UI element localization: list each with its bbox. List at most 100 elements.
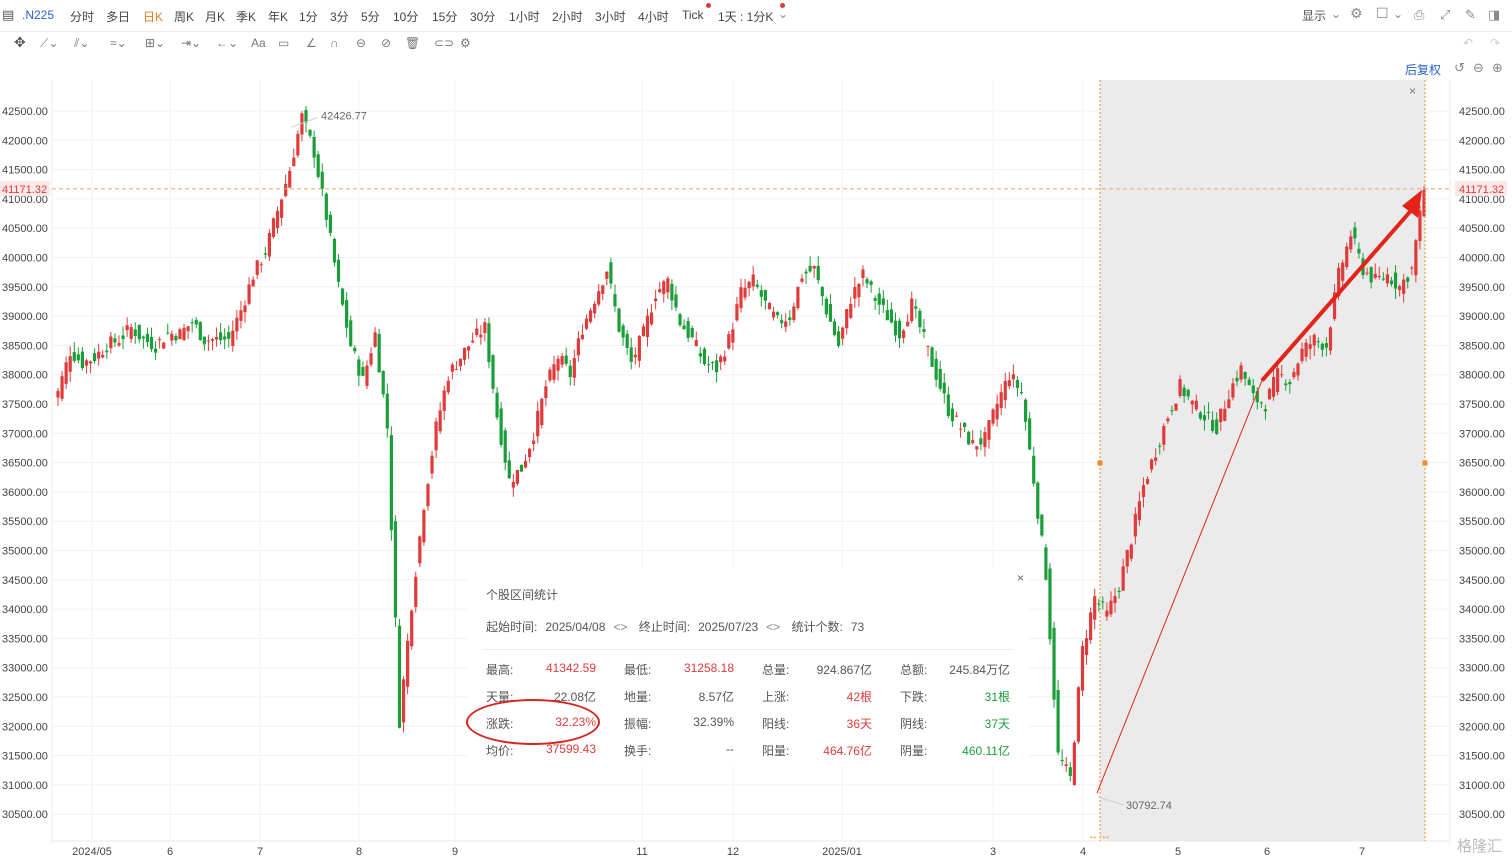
candle-body (1076, 687, 1081, 742)
candle-body (727, 334, 731, 349)
fib-tool-icon[interactable]: ⊞⌄ (145, 36, 166, 50)
period-tab[interactable]: 年K (268, 10, 289, 24)
link-icon[interactable]: ⊂⊃ (434, 36, 455, 50)
line-tool-icon[interactable]: ⟋⌄ (40, 36, 59, 50)
chevron-down-icon[interactable]: ⌄ (1393, 7, 1404, 21)
period-tab[interactable]: 1小时 (509, 10, 540, 24)
chevron-down-icon[interactable]: ⌄ (1331, 7, 1342, 21)
candle-body (609, 262, 613, 284)
period-tab[interactable]: 3小时 (595, 10, 626, 24)
comment-icon[interactable]: ▭ (278, 36, 290, 50)
zoom-out-icon[interactable]: ⊖ (1473, 60, 1484, 75)
trash-icon[interactable]: 🗑 (405, 36, 421, 50)
stat-label: 阳线: (762, 717, 790, 731)
candle-body (259, 264, 263, 266)
reset-icon[interactable]: ↺ (1454, 60, 1465, 75)
period-tab[interactable]: Tick (682, 8, 704, 22)
candle-body (702, 348, 707, 365)
angle-icon[interactable]: ∠ (306, 36, 317, 50)
candle-body (621, 325, 625, 338)
fullscreen-icon[interactable]: ⤢ (1440, 7, 1451, 22)
candle-body (995, 403, 999, 420)
period-tab[interactable]: 多日 (106, 10, 131, 24)
candle-body (751, 274, 755, 287)
period-tab[interactable]: 分时 (70, 10, 95, 24)
y-tick-label: 33500.00 (2, 633, 48, 645)
candle-body (434, 421, 438, 451)
start-value[interactable]: 2025/04/08 (545, 620, 606, 634)
candle-body (243, 305, 247, 313)
x-axis: 2024/05 6 7 8 9 11 12 2025/01 3 4 5 6 7 (72, 846, 1365, 858)
candlestick-chart[interactable]: 30500.00 31000.00 31500.00 32000.00 32500.00… (0, 55, 1512, 862)
stat-label: 阴量: (900, 744, 928, 758)
candle-body (235, 317, 239, 332)
y-tick-label: 36000.00 (1459, 487, 1505, 499)
chevron-down-icon[interactable]: ⌄ (778, 7, 789, 21)
period-tab[interactable]: 2小时 (552, 10, 583, 24)
price-tag-left (0, 180, 50, 196)
zoom-in-icon[interactable]: ⊕ (1492, 60, 1503, 75)
hide-icon[interactable]: ⊘ (381, 36, 392, 50)
wave-tool-icon[interactable]: ≈⌄ (110, 36, 127, 50)
square-icon[interactable]: ☐ (1376, 5, 1389, 21)
lock-icon[interactable]: ⊖ (356, 36, 367, 50)
period-tab-active[interactable]: 日K (143, 10, 164, 24)
panel-icon[interactable]: ◨ (1488, 7, 1501, 22)
period-tab[interactable]: 月K (205, 10, 226, 24)
arrow-tool-icon[interactable]: ←⌄ (216, 36, 239, 50)
candle-body (113, 338, 117, 343)
stat-label: 地量: (624, 690, 652, 704)
candle-body (666, 278, 670, 293)
candle-body (145, 333, 150, 343)
display-menu[interactable]: 显示 (1302, 9, 1327, 23)
period-tab[interactable]: 3分 (330, 10, 349, 24)
code-icon[interactable]: <> (613, 620, 628, 634)
candle-body (458, 358, 463, 367)
move-icon[interactable]: ✥ (14, 34, 26, 50)
undo-icon[interactable]: ↶ (1463, 36, 1474, 50)
y-tick-label: 36000.00 (2, 487, 48, 499)
measure-tool-icon[interactable]: ⇥⌄ (181, 36, 202, 50)
period-tab[interactable]: 周K (174, 10, 195, 24)
multi-period-select[interactable]: 1天 : 1分K (718, 10, 774, 24)
candle-body (1040, 514, 1044, 536)
period-tab[interactable]: 5分 (361, 10, 380, 24)
candle-body (271, 218, 276, 237)
magnet-icon[interactable]: ∩ (330, 36, 339, 50)
channel-tool-icon[interactable]: ⫽⌄ (74, 36, 90, 50)
restore-rights-button[interactable]: 后复权 (1405, 63, 1442, 77)
pencil-icon[interactable]: ✎ (1465, 7, 1476, 22)
gear-icon[interactable]: ⚙ (1350, 5, 1363, 21)
period-tab[interactable]: 季K (236, 10, 257, 24)
y-axis-right: 30500.00 31000.00 31500.00 32000.00 32500.00… (1459, 106, 1505, 821)
period-tab[interactable]: 10分 (393, 10, 419, 24)
text-tool-icon[interactable]: Aa (251, 36, 266, 50)
period-tab[interactable]: 4小时 (638, 10, 669, 24)
candle-body (410, 610, 414, 647)
code-icon[interactable]: <> (766, 620, 781, 634)
sidebar-toggle-icon[interactable]: ▤ (2, 7, 15, 22)
candle-body (231, 330, 235, 347)
candle-body (1410, 267, 1414, 269)
candle-body (979, 438, 983, 445)
end-value[interactable]: 2025/07/23 (698, 620, 759, 634)
period-tab[interactable]: 30分 (470, 10, 496, 24)
candle-body (1227, 399, 1231, 409)
candle-body (182, 327, 186, 340)
settings-icon[interactable]: ⚙ (460, 36, 471, 50)
drawing-toolbar: ✥ ⟋⌄ ⫽⌄ ≈⌄ ⊞⌄ ⇥⌄ ←⌄ Aa ▭ ∠ ∩ ⊖ ⊘ 🗑 ⊂⊃ ⚙ … (0, 31, 1512, 55)
candle-body (658, 289, 662, 293)
period-tab[interactable]: 15分 (432, 10, 458, 24)
close-icon[interactable]: × (1016, 571, 1024, 585)
candle-body (56, 390, 60, 398)
camera-icon[interactable]: ⎙ (1414, 7, 1425, 22)
period-tab[interactable]: 1分 (299, 10, 318, 24)
candle-body (1145, 479, 1150, 484)
symbol-label[interactable]: .N225 (22, 8, 55, 22)
candle-body (1093, 596, 1097, 620)
selected-range-shade (1100, 80, 1425, 841)
y-tick-label: 35000.00 (1459, 546, 1505, 558)
candle-body (1068, 767, 1072, 776)
redo-icon[interactable]: ↷ (1490, 36, 1501, 50)
close-icon: × (1409, 84, 1416, 98)
